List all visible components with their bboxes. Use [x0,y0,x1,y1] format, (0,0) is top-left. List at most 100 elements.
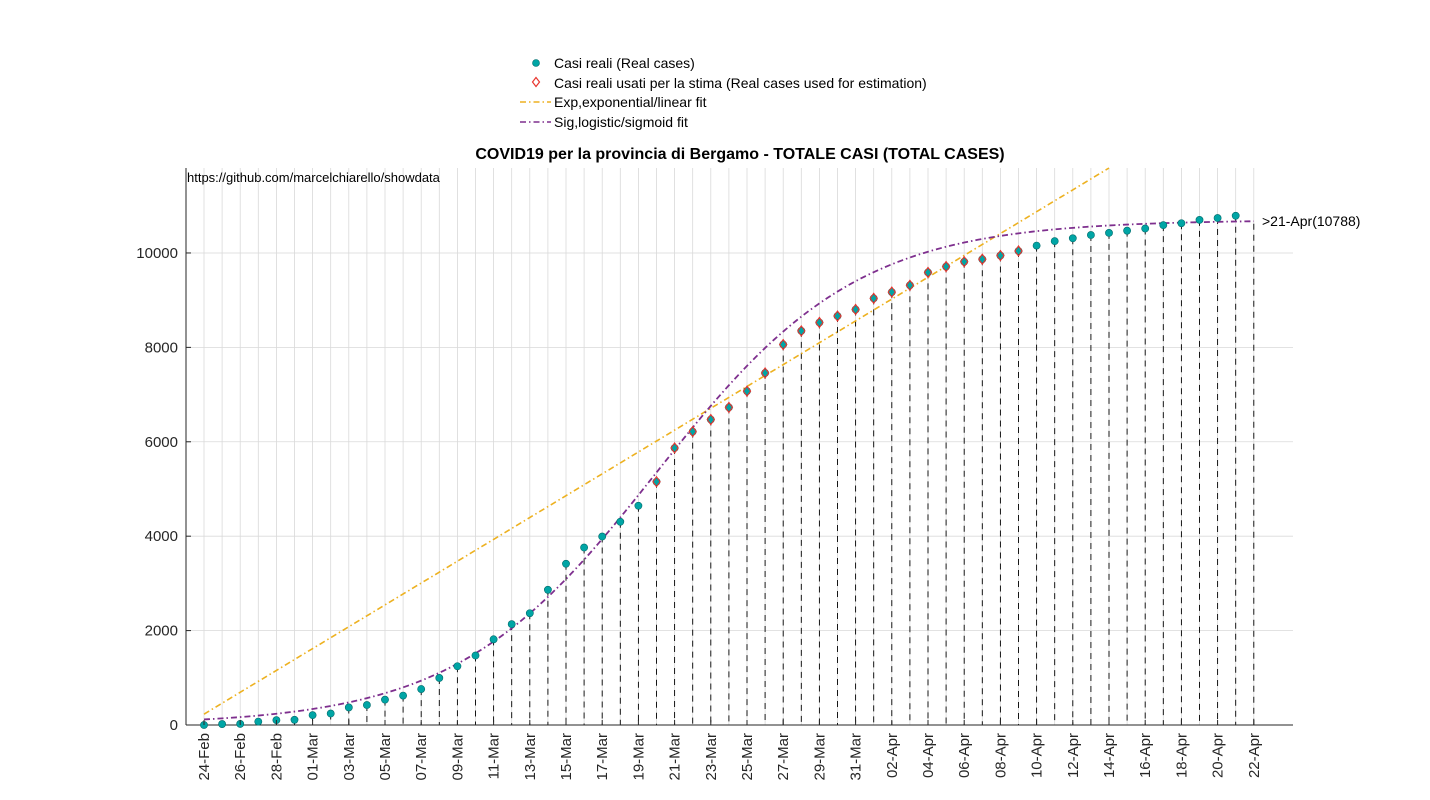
point-real-case [869,294,878,303]
x-tick-label: 11-Mar [486,733,503,779]
x-tick-label: 14-Apr [1101,733,1118,778]
point-real-case [525,609,534,618]
point-real-case [417,685,426,693]
x-tick-label: 21-Mar [667,733,684,781]
data-points [200,211,1240,729]
legend-label-sig-fit: Sig,logistic/sigmoid fit [554,114,688,130]
legend-label-real-cases: Casi reali (Real cases) [554,55,695,71]
point-real-case [254,717,263,726]
point-real-case [1105,229,1113,237]
x-tick-label: 22-Apr [1246,733,1263,778]
legend-marker-estimation [531,76,541,88]
point-real-case [1213,214,1222,222]
point-real-case [851,305,860,314]
point-estimation-case [815,316,824,329]
y-ticks: 0 2000 4000 6000 8000 10000 [136,245,191,734]
y-tick-label: 10000 [136,245,178,262]
point-real-case [290,715,299,724]
point-real-case [634,501,643,510]
point-real-case [761,369,769,377]
point-real-case [381,695,389,704]
point-estimation-case [742,385,752,398]
point-real-case [453,662,462,671]
point-real-case [471,651,480,660]
point-real-case [688,427,697,436]
point-estimation-case [851,303,860,316]
chart-title: COVID19 per la provincia di Bergamo - TO… [475,146,1004,163]
x-tick-label: 02-Apr [884,733,901,778]
point-estimation-case [941,260,951,273]
sig-fit-line [203,220,1254,721]
point-real-case [435,674,444,682]
point-real-case [1159,221,1168,230]
legend-label-exp-fit: Exp,exponential/linear fit [554,94,707,110]
point-estimation-case [706,413,716,426]
point-estimation-case [869,292,878,305]
x-tick-label: 16-Apr [1137,733,1154,778]
point-real-case [218,720,226,728]
point-real-case [743,387,751,396]
point-estimation-case [887,286,897,299]
y-tick-label: 2000 [145,623,178,640]
x-tick-label: 20-Apr [1210,733,1227,778]
point-real-case [942,262,950,271]
x-tick-label: 24-Feb [196,733,213,781]
point-real-case [725,403,733,412]
x-tick-label: 17-Mar [594,733,611,781]
point-real-case [978,255,987,264]
legend-label-estimation: Casi reali usati per la stima (Real case… [554,75,927,91]
point-estimation-case [978,253,987,266]
x-tick-label: 07-Mar [413,733,430,781]
point-real-case [797,326,806,335]
point-real-case [562,559,570,568]
point-real-case [833,312,842,320]
source-url: https://github.com/marcelchiarello/showd… [187,170,441,185]
point-real-case [1014,247,1023,255]
point-estimation-case [670,442,679,454]
exp-fit-line [203,167,1110,715]
point-real-case [652,477,661,486]
y-tick-label: 6000 [145,434,178,451]
legend-marker-real-cases [532,59,540,67]
point-estimation-case [760,367,770,379]
x-tick-label: 01-Mar [305,733,322,781]
x-tick-label: 27-Mar [775,733,792,781]
point-real-case [580,543,588,552]
point-real-case [906,281,914,290]
x-tick-label: 09-Mar [449,733,466,781]
x-tick-label: 03-Mar [341,733,358,781]
last-point-annotation: >21-Apr(10788) [1262,213,1360,229]
point-real-case [362,701,371,709]
x-tick-label: 31-Mar [848,733,865,781]
point-real-case [706,415,715,424]
x-tick-label: 12-Apr [1065,733,1082,778]
x-tick-label: 13-Mar [522,733,539,781]
x-tick-label: 15-Mar [558,733,575,781]
x-tick-label: 26-Feb [232,733,249,781]
point-estimation-case [905,279,915,292]
point-real-case [779,340,788,349]
point-real-case [1177,219,1186,228]
point-real-case [326,709,335,718]
x-tick-label: 10-Apr [1029,733,1046,778]
drop-lines [221,215,1255,725]
point-real-case [670,444,679,452]
x-tick-label: 04-Apr [920,733,937,778]
point-real-case [1087,231,1095,239]
point-estimation-case [833,310,842,322]
y-tick-label: 4000 [145,528,178,545]
x-tick-label: 23-Mar [703,733,720,781]
x-tick-label: 08-Apr [992,733,1009,778]
point-real-case [1068,234,1077,243]
point-real-case [996,251,1005,260]
point-estimation-case [688,425,697,438]
x-ticks: 24-Feb 26-Feb 28-Feb 01-Mar 03-Mar 05-Mar 07-M… [196,720,1263,781]
point-real-case [1231,211,1240,220]
point-estimation-case [778,338,788,351]
legend: Casi reali (Real cases) Casi reali usati… [520,55,927,130]
x-tick-label: 28-Feb [268,733,285,781]
point-real-case [1123,226,1131,235]
point-real-case [815,318,824,327]
fit-lines [203,167,1254,721]
